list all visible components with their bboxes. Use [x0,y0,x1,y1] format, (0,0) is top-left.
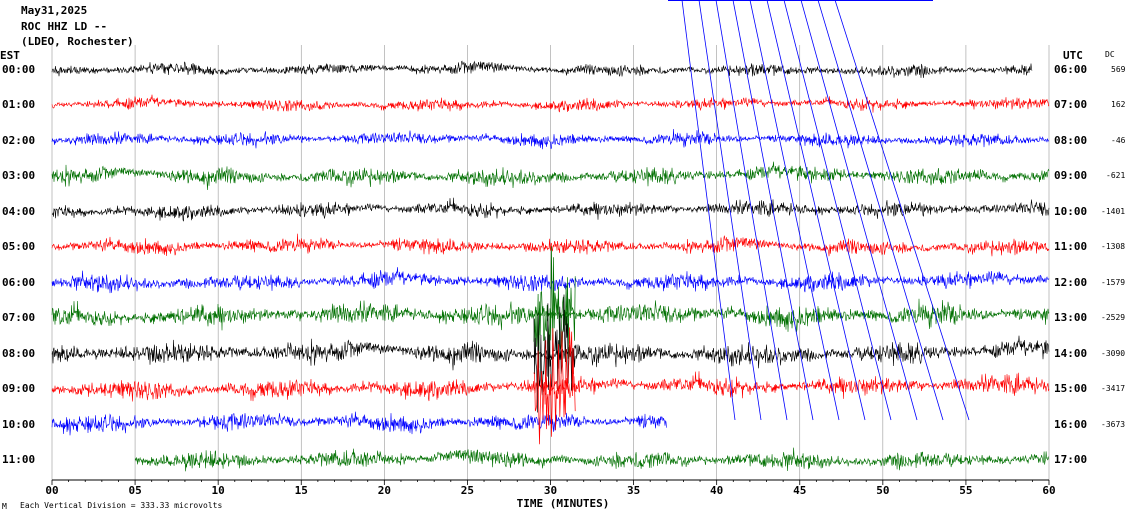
trace-0700 [51,298,1050,332]
diagonal-blue-lines [668,0,970,421]
est-hour-label: 07:00 [2,311,36,325]
x-tick-label-40: 40 [710,484,724,497]
utc-hour-label: 15:00 [1054,382,1088,396]
trace-0100 [51,94,1050,113]
x-tick-label-10: 10 [211,484,225,497]
est-hour-label: 11:00 [2,452,36,466]
trace-0600 [51,267,1050,294]
utc-hour-label: 07:00 [1054,98,1088,112]
network-label: (LDEO, Rochester) [21,35,134,48]
dc-offset-label: -621 [1106,171,1126,181]
blue-diagonal [817,0,944,421]
est-hour-label: 02:00 [2,133,36,147]
est-hour-label: 06:00 [2,275,36,289]
dc-offset-label: -1579 [1101,277,1126,287]
x-tick-label-30: 30 [543,484,558,497]
x-tick-label-05: 05 [128,484,142,497]
blue-diagonal [834,0,970,421]
est-hour-label: 08:00 [2,346,36,360]
trace-1000 [51,408,667,436]
blue-diagonal [698,0,762,421]
trace-0900 [51,371,1050,402]
dc-offset-label: -3417 [1101,384,1126,394]
footer-prefix: M [2,502,7,511]
utc-hour-label: 10:00 [1054,204,1088,218]
est-hour-label: 03:00 [2,169,36,183]
est-hour-label: 10:00 [2,417,36,431]
x-tick-label-55: 55 [959,484,973,497]
blue-diagonal [732,0,814,421]
time-axis [51,479,1050,485]
date-label: May31,2025 [21,4,88,17]
est-hour-label: 00:00 [2,63,36,76]
blue-diagonal [715,0,788,421]
trace-0400 [51,197,1050,222]
utc-hour-label: 16:00 [1054,417,1088,431]
x-tick-label-50: 50 [876,484,890,497]
dc-offset-label: 162 [1111,100,1126,110]
est-hour-label: 04:00 [2,204,36,218]
x-tick-label-45: 45 [793,484,807,497]
minute-gridlines [51,45,1050,480]
dc-offset-label: -3090 [1101,348,1126,358]
utc-hour-label: 12:00 [1054,275,1088,289]
est-hour-label: 05:00 [2,240,36,254]
event-burst [533,246,576,368]
station-label: ROC HHZ LD -- [21,20,108,33]
seismic-traces [51,60,1050,472]
trace-0000 [51,60,1033,78]
x-axis-title: TIME (MINUTES) [516,497,610,510]
blue-diagonal [749,0,840,421]
dc-offset-label: 569 [1111,65,1126,74]
utc-hour-label: 17:00 [1054,452,1088,466]
utc-hour-label: 14:00 [1054,346,1088,360]
blue-diagonal [681,0,736,421]
est-hour-label: 01:00 [2,98,36,112]
x-tick-label-60: 60 [1042,484,1056,497]
x-tick-label-20: 20 [377,484,391,497]
trace-0200 [51,128,1049,150]
dc-offset-label: -3673 [1101,419,1126,429]
event-burst [533,327,576,445]
utc-hour-label: 08:00 [1054,133,1088,147]
utc-hour-label: 11:00 [1054,240,1088,254]
est-hour-label: 09:00 [2,382,36,396]
trace-0300 [51,161,1050,191]
utc-axis-label: UTC [1063,49,1083,62]
dc-offset-label: -2529 [1101,313,1126,323]
trace-0800 [51,335,1050,371]
dc-header: DC [1105,50,1115,59]
dc-offset-label: -46 [1111,135,1126,145]
trace-1100 [134,447,1049,472]
x-tick-label-15: 15 [294,484,308,497]
utc-hour-label: 13:00 [1054,311,1088,325]
dc-offset-label: -1308 [1101,242,1126,252]
x-tick-label-25: 25 [460,484,475,497]
utc-hour-label: 06:00 [1054,63,1088,76]
utc-hour-label: 09:00 [1054,169,1088,183]
blue-diagonal [800,0,918,421]
scale-note: Each Vertical Division = 333.33 microvol… [20,501,223,510]
blue-diagonal [783,0,892,421]
x-tick-label-35: 35 [626,484,641,497]
est-axis-label: EST [0,49,20,62]
trace-0500 [51,233,1050,257]
x-tick-label-00: 00 [45,484,59,497]
blue-diagonal [766,0,866,421]
dc-offset-label: -1401 [1101,206,1126,216]
